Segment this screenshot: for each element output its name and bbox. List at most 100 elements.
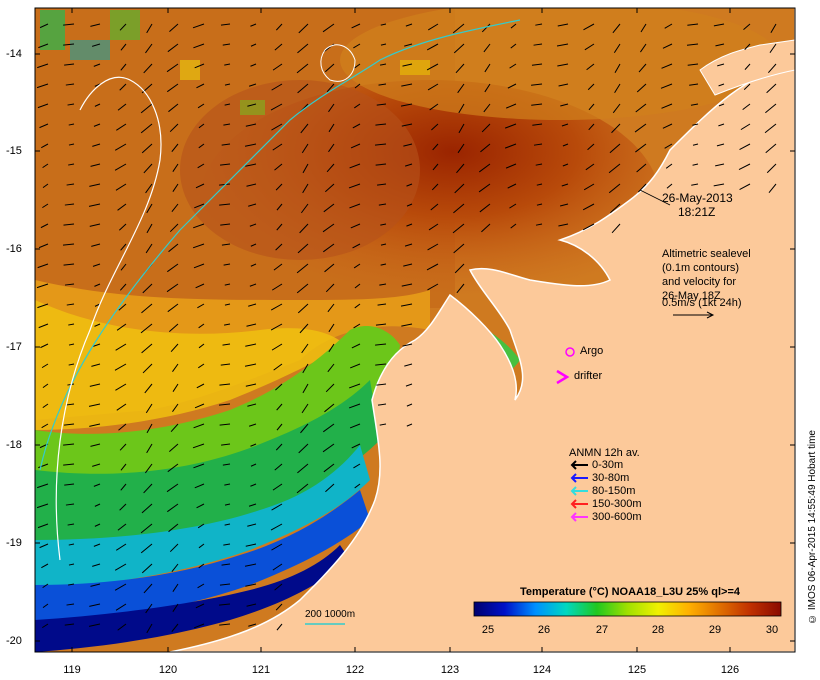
velocity-vector <box>193 263 205 269</box>
velocity-vector <box>377 303 387 306</box>
velocity-vector <box>144 383 153 394</box>
velocity-vector <box>608 183 621 194</box>
velocity-vector <box>141 343 153 354</box>
velocity-vector <box>456 163 465 174</box>
velocity-vector <box>63 263 75 266</box>
velocity-vector <box>39 543 49 549</box>
x-tick-121: 121 <box>251 664 271 676</box>
drifter-label: drifter <box>574 370 603 382</box>
velocity-vector <box>535 23 543 26</box>
velocity-vector <box>458 123 465 134</box>
velocity-vector <box>223 123 231 126</box>
velocity-vector <box>325 283 335 293</box>
velocity-vector <box>507 183 517 189</box>
velocity-vectors <box>36 23 777 634</box>
velocity-vector <box>744 63 751 70</box>
velocity-vector <box>661 103 673 109</box>
velocity-vector <box>483 103 491 113</box>
anmn-item-2: 80-150m <box>592 485 636 497</box>
x-tick-126: 126 <box>720 664 740 676</box>
velocity-vector <box>245 383 257 387</box>
velocity-vector <box>271 283 283 291</box>
altimetry-scale-arrowhead <box>706 311 715 319</box>
velocity-vector <box>193 423 205 429</box>
velocity-vector <box>582 223 595 231</box>
velocity-vector <box>301 343 309 354</box>
velocity-vector <box>41 423 49 429</box>
velocity-vector <box>532 123 543 126</box>
velocity-vector <box>219 383 231 386</box>
velocity-vector <box>146 443 153 454</box>
velocity-vector <box>379 63 387 66</box>
velocity-vector <box>560 103 569 107</box>
velocity-vector <box>68 163 75 166</box>
velocity-vector <box>348 403 361 409</box>
velocity-vector <box>119 23 127 31</box>
velocity-vector <box>119 83 127 91</box>
velocity-vector <box>221 443 231 446</box>
velocity-vector <box>250 483 257 487</box>
velocity-vector <box>453 43 465 54</box>
velocity-vector <box>92 143 101 147</box>
contour-1000m <box>55 76 162 561</box>
velocity-vector <box>380 23 387 26</box>
velocity-vector <box>614 83 621 94</box>
velocity-vector <box>535 223 543 226</box>
velocity-vector <box>166 283 179 293</box>
velocity-vector <box>68 543 75 546</box>
velocity-vector <box>272 483 283 491</box>
velocity-vector <box>274 583 283 591</box>
velocity-vector <box>271 343 283 351</box>
velocity-vector <box>250 43 257 47</box>
velocity-vector <box>301 143 309 154</box>
velocity-vector <box>323 203 335 213</box>
velocity-vector <box>195 183 205 189</box>
velocity-vector <box>276 203 283 211</box>
velocity-vector <box>219 183 231 186</box>
velocity-vector <box>94 523 101 527</box>
velocity-vector <box>406 203 413 207</box>
velocity-vector <box>250 243 257 247</box>
velocity-vector <box>88 403 101 407</box>
velocity-vector <box>328 123 335 133</box>
velocity-vector <box>480 143 491 153</box>
velocity-vector <box>533 43 543 46</box>
velocity-vector <box>39 123 49 129</box>
velocity-vector <box>510 223 517 229</box>
velocity-vector <box>767 63 777 74</box>
velocity-vector <box>223 323 231 326</box>
velocity-vector <box>145 183 153 194</box>
velocity-vector <box>145 403 153 414</box>
velocity-vector <box>326 163 335 173</box>
velocity-vector <box>143 483 153 494</box>
y-tick-16: -16 <box>6 243 22 255</box>
velocity-vector <box>93 543 101 547</box>
velocity-vector <box>218 403 231 406</box>
velocity-vector <box>328 143 335 153</box>
velocity-vector <box>41 363 49 369</box>
y-tick-19: -19 <box>6 537 22 549</box>
y-tick-20: -20 <box>6 635 22 647</box>
velocity-vector <box>141 303 153 314</box>
velocity-vector <box>378 203 387 206</box>
velocity-vector <box>743 23 751 30</box>
colorbar-tick-27: 27 <box>595 624 609 636</box>
velocity-vector <box>93 123 101 127</box>
velocity-vector <box>406 223 413 227</box>
velocity-vector <box>296 263 309 274</box>
velocity-vector <box>90 23 101 27</box>
velocity-vector <box>171 203 179 212</box>
velocity-vector <box>375 323 387 326</box>
velocity-vector <box>535 163 543 166</box>
velocity-vector <box>114 143 127 151</box>
velocity-vector <box>738 163 751 171</box>
velocity-vector <box>63 463 75 466</box>
velocity-vector <box>452 223 465 234</box>
velocity-vector <box>142 363 153 374</box>
velocity-vector <box>768 183 777 194</box>
velocity-vector <box>692 123 699 126</box>
velocity-vector <box>273 263 283 271</box>
velocity-vector <box>222 343 231 346</box>
velocity-vector <box>38 43 49 49</box>
